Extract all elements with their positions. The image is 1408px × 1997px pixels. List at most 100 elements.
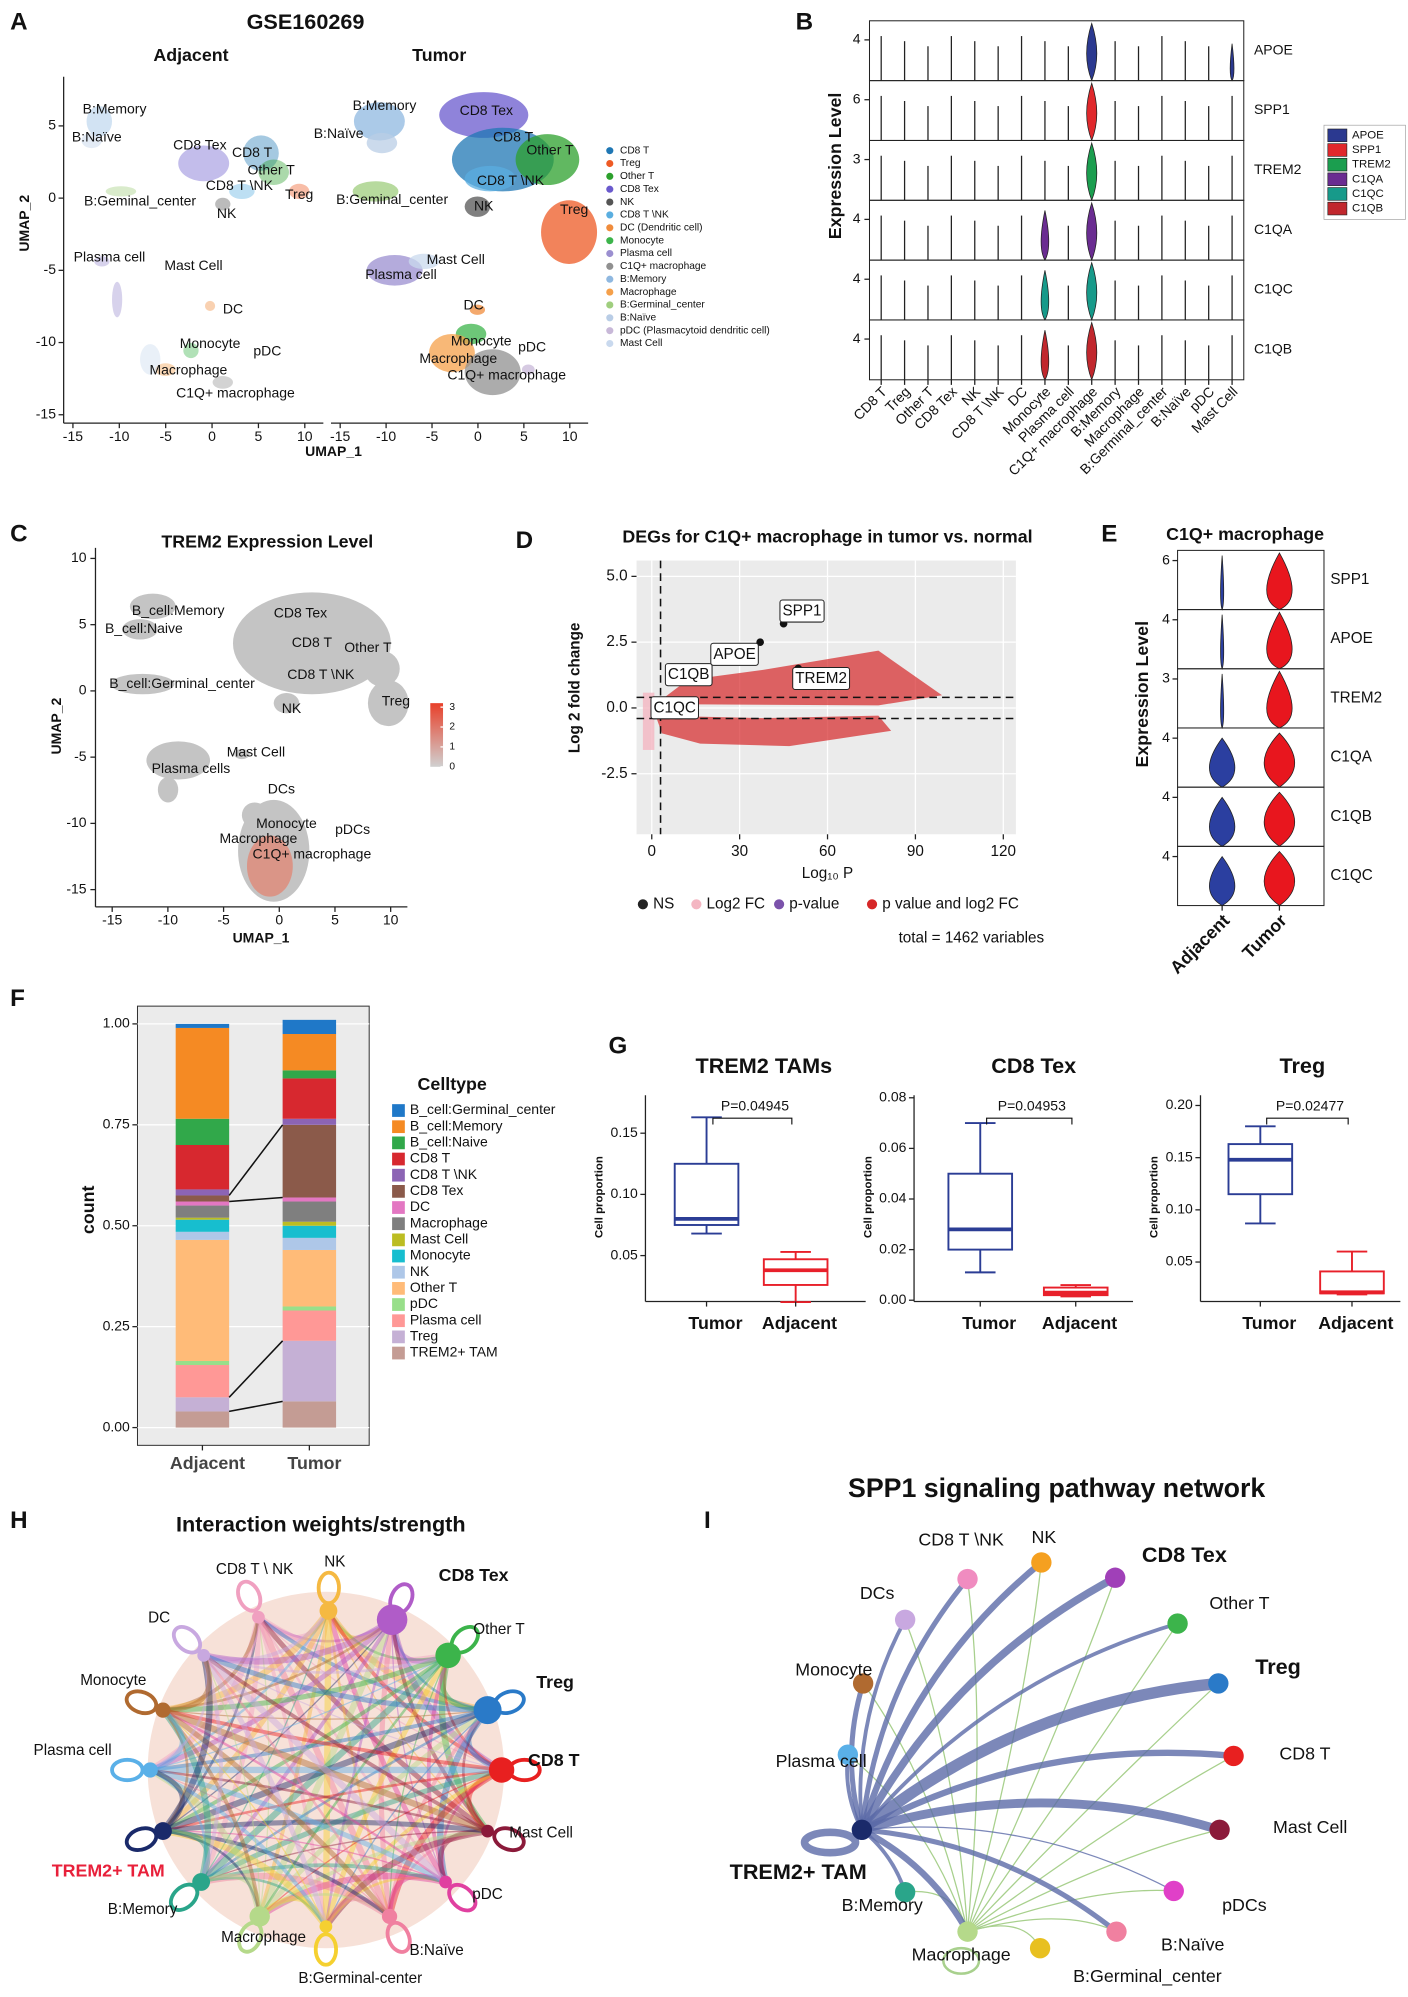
y-tick-label: -5 xyxy=(44,261,57,277)
interaction-edge xyxy=(149,1767,447,1885)
gene-label: TREM2 xyxy=(1254,161,1302,177)
y-tick-label: 0 xyxy=(79,682,87,698)
x-tick-label: 90 xyxy=(907,843,924,860)
cluster-label: CD8 T \NK xyxy=(206,177,274,193)
cluster xyxy=(469,304,486,315)
violin xyxy=(1266,670,1293,729)
signal-edge xyxy=(860,1798,1221,1835)
legend-label: CD8 T xyxy=(410,1150,451,1166)
interaction-edge xyxy=(162,1709,447,1884)
y-tick-label: 4 xyxy=(853,31,861,47)
node-label: B:Memory xyxy=(842,1895,923,1915)
cluster-label: B:Memory xyxy=(83,101,147,117)
significance-bracket xyxy=(712,1117,793,1125)
violin xyxy=(1209,737,1236,788)
x-tick-label: 10 xyxy=(562,428,578,444)
legend-frame xyxy=(1323,124,1406,220)
interaction-edge xyxy=(388,1829,488,1917)
signal-edge xyxy=(847,1754,969,1932)
row-frame xyxy=(1177,668,1325,729)
y-tick-label: 0.20 xyxy=(1166,1096,1193,1112)
cluster-label: B:Geminal_center xyxy=(336,191,448,207)
bar-segment xyxy=(175,1201,230,1206)
colorbar-label: 2 xyxy=(449,722,455,733)
node-label: pDC xyxy=(472,1886,503,1903)
interaction-edge xyxy=(161,1609,331,1833)
node-label: B:Naïve xyxy=(410,1942,464,1959)
bar-segment xyxy=(282,1249,337,1307)
interaction-edge xyxy=(327,1610,489,1832)
node-label: Monocyte xyxy=(80,1672,146,1689)
violin xyxy=(1086,22,1098,82)
self-loop xyxy=(800,1828,860,1857)
node-label: DCs xyxy=(860,1583,895,1603)
node-label: B:Germinal-center xyxy=(298,1970,422,1987)
interaction-edge xyxy=(325,1709,489,1927)
y-axis-label: Cell proportion xyxy=(1149,1156,1161,1238)
x-tick-label: 5 xyxy=(331,912,339,928)
violin xyxy=(1209,796,1236,847)
y-axis-label: Expression Level xyxy=(825,93,845,240)
legend-label: NK xyxy=(410,1263,430,1279)
cluster-label: Plasma cell xyxy=(74,248,146,264)
bar-segment xyxy=(175,1205,230,1218)
cluster-label: Monocyte xyxy=(256,815,317,831)
gene-label: C1QC xyxy=(1254,281,1293,297)
y-tick-label: -15 xyxy=(36,405,56,421)
legend-label: C1QA xyxy=(1352,173,1384,185)
x-tick-label: -15 xyxy=(330,428,350,444)
colorbar-label: 1 xyxy=(449,742,455,753)
y-tick-label: 4 xyxy=(853,270,861,286)
interaction-edge xyxy=(161,1707,489,1835)
node xyxy=(142,1762,158,1778)
interaction-edge xyxy=(149,1708,489,1772)
x-tick-label: -5 xyxy=(426,428,439,444)
interaction-edge xyxy=(327,1610,449,1661)
node-label: Treg xyxy=(536,1672,574,1692)
legend-swatch xyxy=(392,1168,405,1182)
signal-edge xyxy=(861,1827,1119,1934)
cluster-label: C1Q+ macrophage xyxy=(447,367,566,383)
interaction-edge xyxy=(149,1767,185,1833)
cluster-label: pDC xyxy=(253,342,281,358)
panel-label: H xyxy=(10,1507,27,1534)
interaction-edge xyxy=(256,1616,328,1927)
cluster xyxy=(178,145,230,182)
x-tick-label: Adjacent xyxy=(170,1453,245,1473)
cluster-label: pDCs xyxy=(335,821,370,837)
cluster xyxy=(439,92,529,138)
y-tick-label: 6 xyxy=(853,90,861,106)
node-label: CD8 T \NK xyxy=(918,1530,1004,1550)
interaction-edge xyxy=(387,1708,489,1917)
interaction-edge xyxy=(199,1654,223,1883)
gene-label: TREM2 xyxy=(795,670,847,687)
legend-label: B:Germinal_center xyxy=(620,300,705,311)
cluster xyxy=(140,344,161,375)
interaction-edge xyxy=(148,1616,262,1773)
p-value: P=0.04953 xyxy=(998,1097,1066,1113)
interaction-edge xyxy=(149,1617,394,1773)
node-label: DC xyxy=(148,1610,170,1627)
panel-label: I xyxy=(704,1507,711,1534)
interaction-edge xyxy=(160,1708,212,1883)
self-loop xyxy=(171,1624,203,1655)
node xyxy=(1163,1880,1184,1902)
y-tick-label: 0.10 xyxy=(1166,1201,1193,1217)
interaction-edge xyxy=(162,1616,261,1713)
cluster xyxy=(258,159,289,186)
interaction-edge xyxy=(161,1617,260,1832)
interaction-edge xyxy=(200,1873,263,1917)
interaction-edge xyxy=(162,1608,332,1714)
y-tick-label: 4 xyxy=(1162,610,1170,626)
node-label: Macrophage xyxy=(912,1945,1011,1965)
node-label: B:Naïve xyxy=(1161,1934,1224,1954)
cluster xyxy=(464,165,516,192)
x-tick-label: 0 xyxy=(648,843,656,860)
node-label: Mast Cell xyxy=(509,1825,573,1842)
colorbar xyxy=(430,703,444,767)
node-label: pDCs xyxy=(1222,1895,1267,1915)
row-frame xyxy=(868,80,1245,141)
legend-swatch xyxy=(866,899,878,910)
panel-label: B xyxy=(796,9,813,36)
